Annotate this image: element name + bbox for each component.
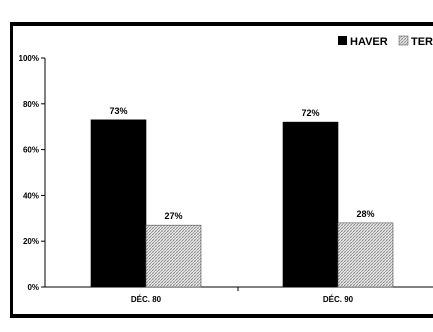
data-label: 73% <box>109 106 127 116</box>
bar-haver-1 <box>90 119 147 288</box>
bar-ter-2 <box>337 222 394 288</box>
data-label: 27% <box>164 211 182 221</box>
x-category-label: DÉC. 80 <box>131 295 162 304</box>
legend-swatch-haver <box>338 36 347 45</box>
y-tick-label: 60% <box>23 146 39 155</box>
legend-swatch-ter <box>398 35 409 46</box>
y-tick-label: 0% <box>27 283 39 292</box>
chart-border-top <box>10 22 433 26</box>
legend: HAVER TER <box>338 35 433 48</box>
chart-border-bottom <box>10 314 433 318</box>
bar-ter-1 <box>145 224 202 288</box>
data-label: 28% <box>356 209 374 219</box>
y-tick-label: 40% <box>23 191 39 200</box>
y-axis-ticks: 0% 20% 40% 60% 80% 100% <box>19 54 45 292</box>
x-axis-labels: DÉC. 80 DÉC. 90 <box>131 287 354 304</box>
data-label: 72% <box>301 108 319 118</box>
legend-label-haver: HAVER <box>350 36 388 48</box>
bars: 73% 27% 72% 28% <box>90 106 394 288</box>
y-tick-label: 80% <box>23 100 39 109</box>
bar-haver-2 <box>282 121 339 288</box>
y-tick-label: 20% <box>23 237 39 246</box>
chart-border-left <box>10 22 13 318</box>
legend-label-ter: TER <box>411 36 433 48</box>
y-tick-label: 100% <box>19 54 39 63</box>
x-category-label: DÉC. 90 <box>323 295 354 304</box>
